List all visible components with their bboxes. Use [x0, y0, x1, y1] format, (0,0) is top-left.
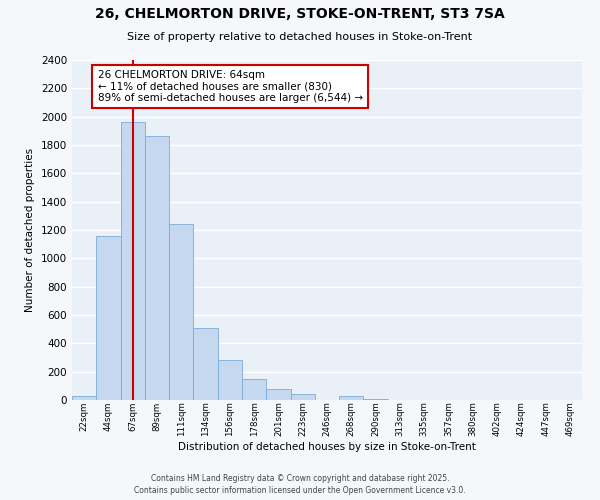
X-axis label: Distribution of detached houses by size in Stoke-on-Trent: Distribution of detached houses by size … — [178, 442, 476, 452]
Bar — [121, 122, 145, 400]
Bar — [242, 379, 266, 400]
Y-axis label: Number of detached properties: Number of detached properties — [25, 148, 35, 312]
Text: 26 CHELMORTON DRIVE: 64sqm
← 11% of detached houses are smaller (830)
89% of sem: 26 CHELMORTON DRIVE: 64sqm ← 11% of deta… — [97, 70, 362, 103]
Text: Contains HM Land Registry data © Crown copyright and database right 2025.
Contai: Contains HM Land Registry data © Crown c… — [134, 474, 466, 495]
Bar — [290, 394, 315, 400]
Bar — [169, 224, 193, 400]
Bar — [72, 396, 96, 400]
Bar — [96, 236, 121, 400]
Text: Size of property relative to detached houses in Stoke-on-Trent: Size of property relative to detached ho… — [127, 32, 473, 42]
Bar — [193, 328, 218, 400]
Bar — [339, 396, 364, 400]
Bar — [218, 360, 242, 400]
Bar — [145, 136, 169, 400]
Text: 26, CHELMORTON DRIVE, STOKE-ON-TRENT, ST3 7SA: 26, CHELMORTON DRIVE, STOKE-ON-TRENT, ST… — [95, 8, 505, 22]
Bar — [266, 388, 290, 400]
Bar — [364, 398, 388, 400]
